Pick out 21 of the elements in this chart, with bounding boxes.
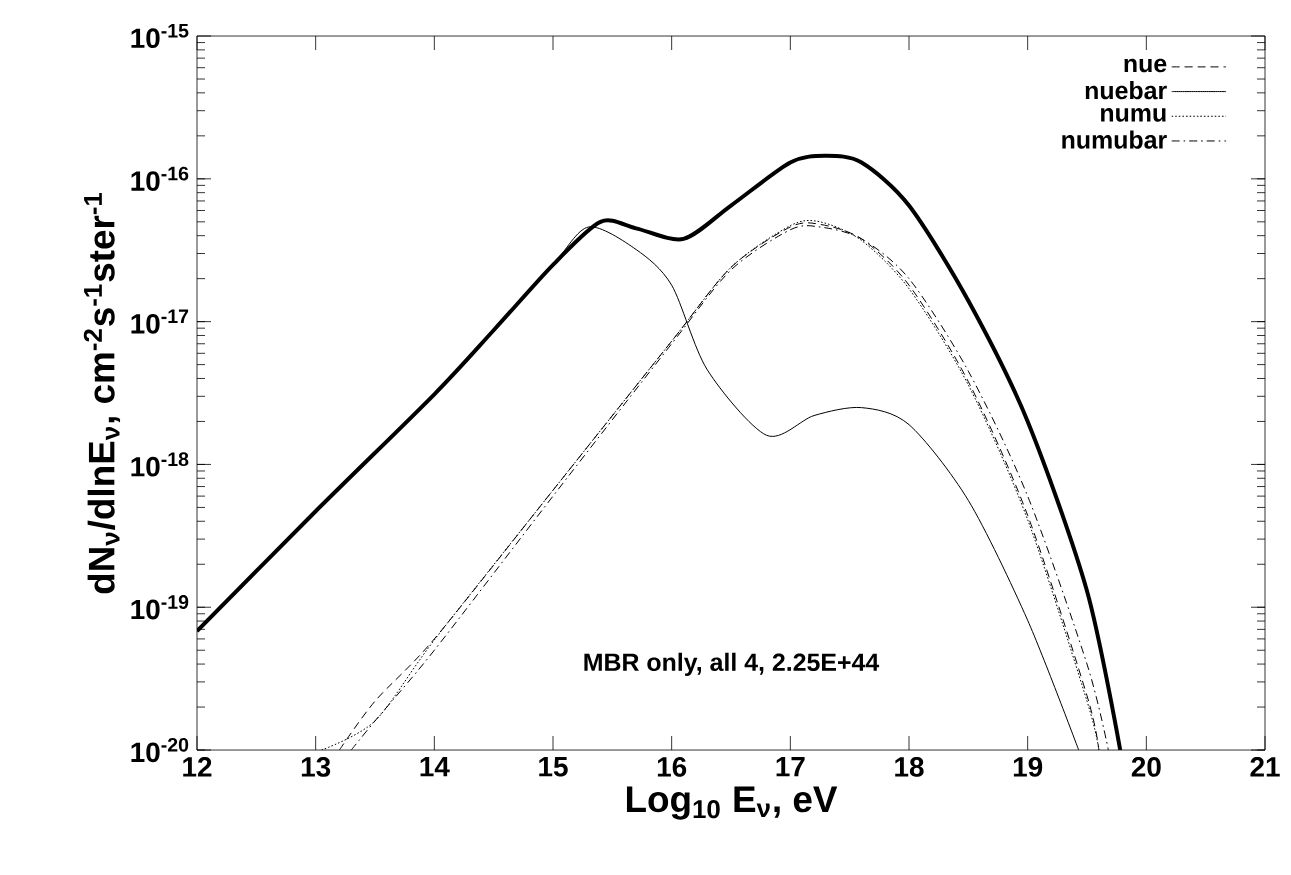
legend-label: nue <box>1124 58 1167 73</box>
y-tick-label: 10$^{-15}$ <box>131 23 189 49</box>
x-tick-label: 16 <box>657 757 687 777</box>
legend-label: numubar <box>1062 130 1167 149</box>
x-axis-title: Log$_{10}$ E$_{ν}$, eV <box>626 786 838 820</box>
y-tick-label: 10$^{-18}$ <box>131 452 189 477</box>
x-tick-label: 15 <box>539 757 568 777</box>
x-tick-label: 13 <box>301 757 331 777</box>
annotation: MBR only, all 4, 2.25E+44 <box>584 652 880 676</box>
x-tick-label: 18 <box>895 757 924 777</box>
x-tick-label: 20 <box>1131 757 1161 777</box>
text: dN$_{ν}$/dlnE$_{ν}$, cm$^{-2}$s$^{-1}$ster$^{-1}$ <box>83 192 121 594</box>
legend-label: nuebar <box>1085 81 1167 100</box>
y-tick-label: 10$^{-16}$ <box>131 166 189 191</box>
x-tick-label: 17 <box>776 757 805 777</box>
x-tick-label: 19 <box>1013 757 1043 777</box>
y-tick-label: 10$^{-19}$ <box>131 595 189 620</box>
y-tick-label: 10$^{-17}$ <box>131 309 189 334</box>
legend-label: numu <box>1101 108 1166 122</box>
x-tick-label: 21 <box>1250 757 1280 777</box>
x-tick-label: 14 <box>420 757 450 777</box>
